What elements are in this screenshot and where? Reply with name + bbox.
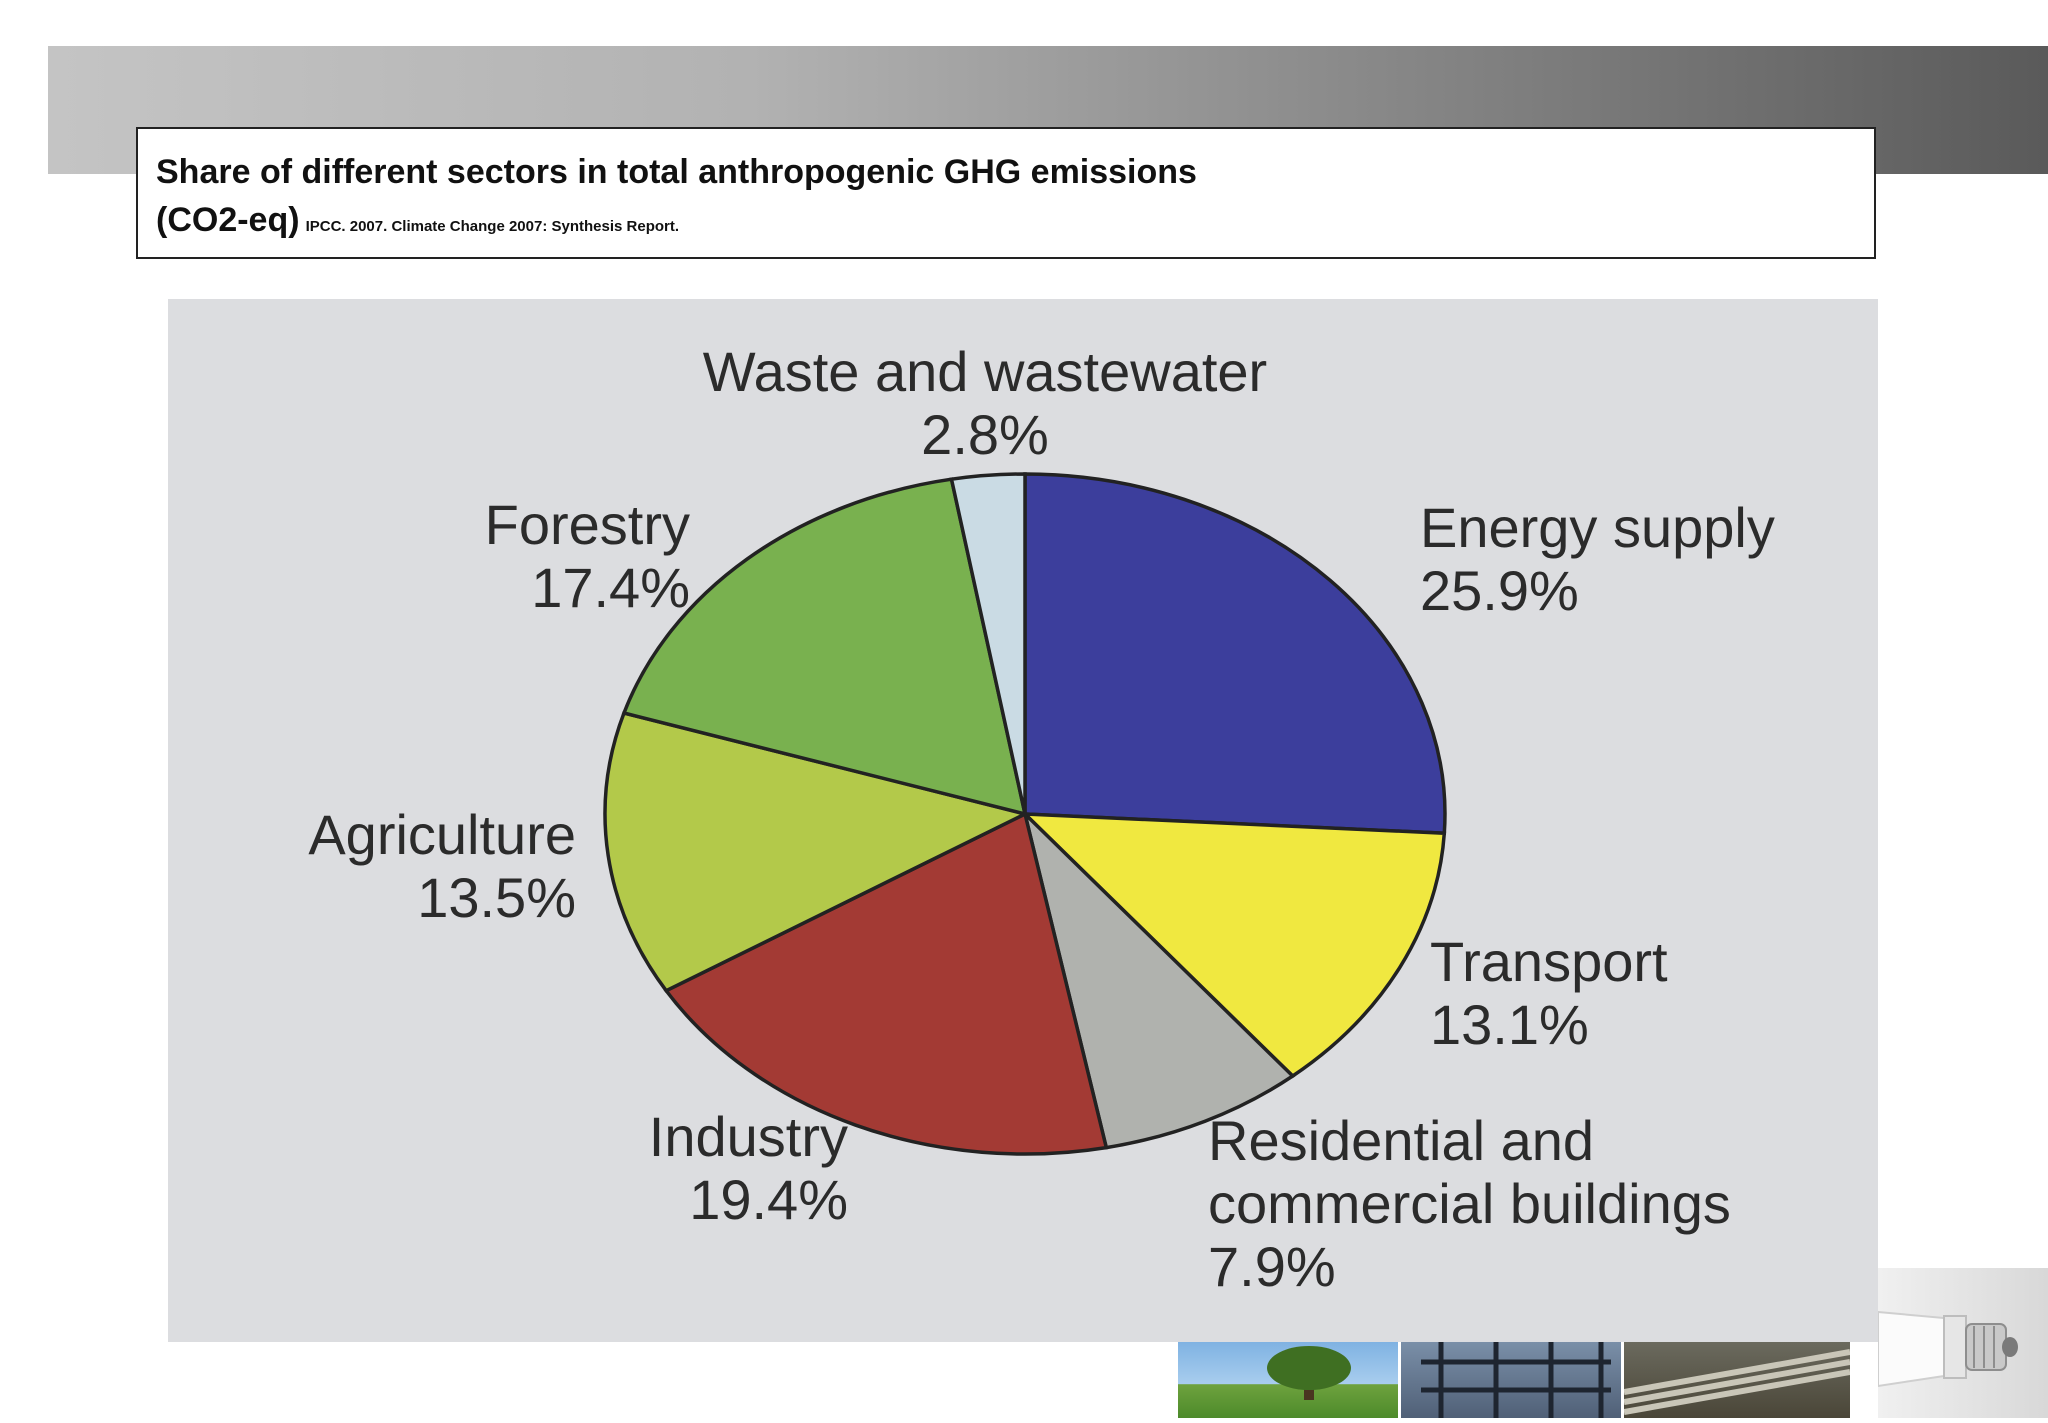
unit-label: (CO2-eq) — [156, 201, 300, 239]
slice-label-residential-and-commercial-buildings: Residential and commercial buildings 7.9% — [1208, 1109, 1731, 1298]
pipeline-photo — [1624, 1342, 1850, 1418]
pie-slice-residential-and-commercial-buildings — [1021, 808, 1296, 1150]
pie-slice-energy-supply — [1023, 472, 1447, 836]
title-box: Share of different sectors in total anth… — [136, 127, 1876, 259]
pie-slice-industry — [663, 811, 1109, 1156]
pie-slice-transport — [1020, 812, 1447, 1079]
pie-slice-forestry — [621, 477, 1028, 817]
source-citation: IPCC. 2007. Climate Change 2007: Synthes… — [305, 218, 680, 235]
pie-slice-waste-and-wastewater — [949, 472, 1027, 815]
slice-label-industry: Industry 19.4% — [649, 1105, 848, 1231]
pie-slice-agriculture — [603, 710, 1031, 993]
slice-label-agriculture: Agriculture 13.5% — [308, 803, 576, 929]
slice-label-forestry: Forestry 17.4% — [485, 493, 690, 619]
power-grid-photo — [1401, 1342, 1621, 1418]
slice-label-waste-and-wastewater: Waste and wastewater 2.8% — [703, 340, 1267, 466]
slide-subtitle: (CO2-eq) IPCC. 2007. Climate Change 2007:… — [156, 201, 679, 240]
slide-title: Share of different sectors in total anth… — [156, 153, 1197, 191]
light-bulb-icon — [1877, 1268, 2048, 1418]
slice-label-transport: Transport 13.1% — [1430, 930, 1668, 1056]
tree-landscape-photo — [1178, 1342, 1398, 1418]
photo-strip — [1178, 1342, 1850, 1418]
slice-label-energy-supply: Energy supply 25.9% — [1420, 496, 1775, 622]
chart-panel: Energy supply 25.9% Transport 13.1% Resident… — [168, 299, 1878, 1342]
pie-chart: Energy supply 25.9% Transport 13.1% Resident… — [308, 340, 1775, 1298]
